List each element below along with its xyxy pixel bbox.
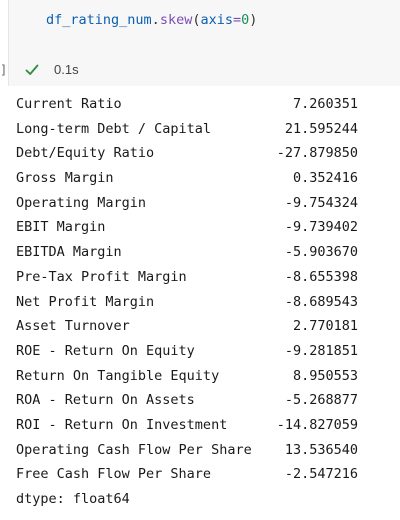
output-row-value: -9.754324 [284, 194, 358, 211]
output-row-label: EBIT Margin [16, 219, 106, 236]
output-row: Gross Margin 0.352416 [16, 166, 358, 191]
output-row-value: -5.903670 [284, 244, 358, 261]
execution-time: 0.1s [54, 62, 79, 77]
output-row: Long-term Debt / Capital 21.595244 [16, 117, 358, 142]
output-row: EBITDA Margin -5.903670 [16, 240, 358, 265]
output-row-value: 13.536540 [284, 441, 358, 458]
output-row-label: Pre-Tax Profit Margin [16, 268, 187, 285]
code-close-paren: ) [249, 12, 258, 28]
output-row-label: Free Cash Flow Per Share [16, 466, 212, 483]
output-row-value: -9.739402 [284, 219, 358, 236]
output-row: Free Cash Flow Per Share -2.547216 [16, 462, 358, 487]
code-open-paren: ( [192, 12, 201, 28]
execution-status: 0.1s [25, 62, 79, 77]
output-row-value: -8.655398 [284, 268, 358, 285]
output-row-label: Operating Margin [16, 194, 147, 211]
output-row-label: Asset Turnover [16, 318, 130, 335]
output-row: Return On Tangible Equity 8.950553 [16, 364, 358, 389]
execution-bracket: ] [0, 63, 8, 77]
code-cell-input[interactable]: df_rating_num.skew(axis=0) [8, 0, 400, 86]
output-row: Net Profit Margin -8.689543 [16, 290, 358, 315]
output-dtype: dtype: float64 [16, 491, 130, 507]
output-row-label: Net Profit Margin [16, 293, 155, 310]
output-row-label: Gross Margin [16, 170, 114, 187]
cell-output: Current Ratio 7.260351 Long-term Debt / Ca… [16, 92, 358, 512]
output-row-value: 2.770181 [292, 318, 358, 335]
code-line[interactable]: df_rating_num.skew(axis=0) [46, 12, 257, 28]
output-row-label: Operating Cash Flow Per Share [16, 441, 252, 458]
output-row-value: 7.260351 [292, 96, 358, 112]
code-argument: axis [200, 12, 233, 28]
output-row-label: Return On Tangible Equity [16, 367, 220, 384]
output-row-value: -27.879850 [276, 145, 358, 162]
output-row-label: Long-term Debt / Capital [16, 120, 212, 137]
output-row-value: -9.281851 [284, 342, 358, 359]
output-row-value: -2.547216 [284, 466, 358, 483]
output-row-value: -5.268877 [284, 392, 358, 409]
output-row: Debt/Equity Ratio -27.879850 [16, 141, 358, 166]
code-variable: df_rating_num [46, 12, 152, 28]
output-row-label: Current Ratio [16, 96, 122, 112]
output-row: EBIT Margin -9.739402 [16, 215, 358, 240]
output-row-label: EBITDA Margin [16, 244, 122, 261]
output-row: Current Ratio 7.260351 [16, 92, 358, 117]
code-function: skew [159, 12, 193, 28]
output-row-value: 21.595244 [284, 120, 358, 137]
output-row-label: ROE - Return On Equity [16, 342, 195, 359]
output-row-label: Debt/Equity Ratio [16, 145, 155, 162]
output-row: Asset Turnover 2.770181 [16, 314, 358, 339]
code-equals: = [232, 12, 242, 28]
output-row-label: ROI - Return On Investment [16, 416, 228, 433]
output-row-value: 8.950553 [292, 367, 358, 384]
output-row: Operating Margin -9.754324 [16, 191, 358, 216]
output-row: ROA - Return On Assets -5.268877 [16, 388, 358, 413]
output-row: Pre-Tax Profit Margin -8.655398 [16, 265, 358, 290]
output-row: Operating Cash Flow Per Share 13.536540 [16, 438, 358, 463]
output-row-label: ROA - Return On Assets [16, 392, 195, 409]
checkmark-icon [25, 63, 39, 77]
code-dot: . [151, 12, 160, 28]
output-row-value: -14.827059 [276, 416, 358, 433]
code-number: 0 [241, 12, 250, 28]
output-row-value: 0.352416 [292, 170, 358, 187]
output-row: ROI - Return On Investment -14.827059 [16, 413, 358, 438]
output-row-value: -8.689543 [284, 293, 358, 310]
output-row: ROE - Return On Equity -9.281851 [16, 339, 358, 364]
